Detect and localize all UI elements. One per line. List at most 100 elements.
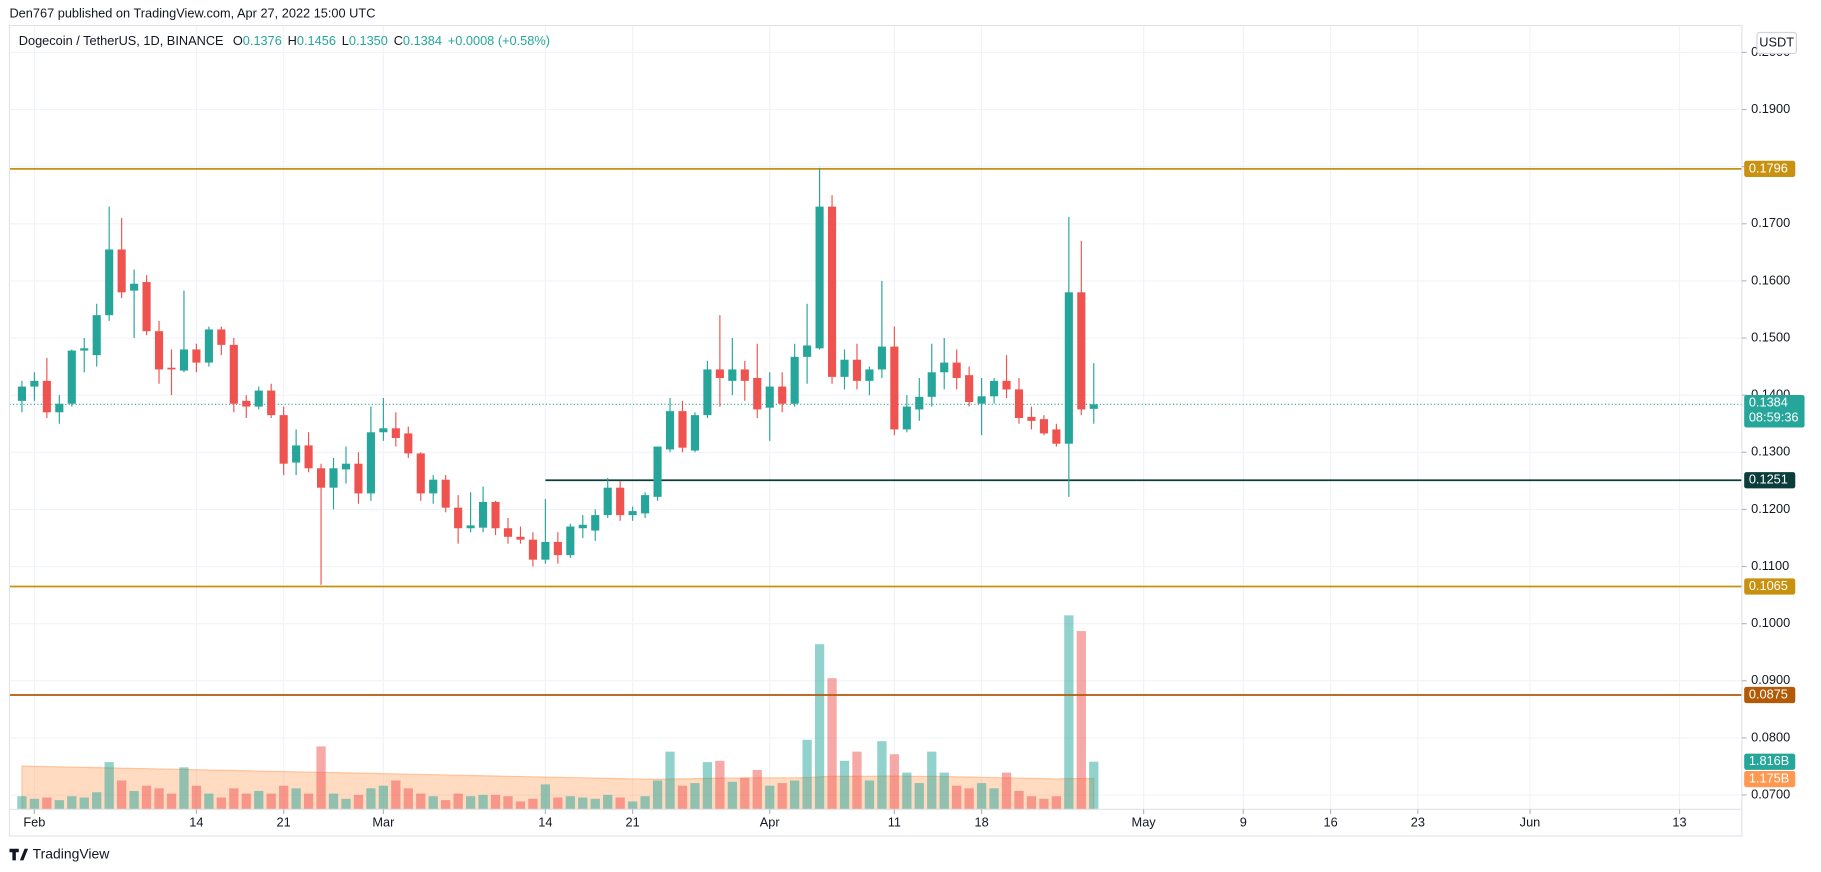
candle-body	[803, 345, 812, 357]
volume-bar	[515, 801, 526, 810]
volume-bar	[927, 751, 937, 810]
ohlc-letter: L	[342, 33, 349, 48]
y-tick-label: 0.0800	[1751, 729, 1790, 744]
candle-body	[279, 415, 288, 464]
volume-bar	[1026, 796, 1037, 810]
volume-bar	[254, 790, 264, 810]
candle-body	[80, 348, 89, 351]
volume-bar	[528, 798, 538, 810]
x-tick-label: 21	[277, 815, 291, 830]
candle-body	[267, 390, 276, 416]
plot-border	[8, 24, 1743, 837]
level-label: 0.1065	[1749, 578, 1788, 593]
candle-body	[304, 445, 313, 469]
volume-bar	[715, 760, 725, 810]
candle-body	[628, 511, 637, 516]
volume-bar	[453, 793, 463, 810]
candle-body	[167, 367, 176, 370]
logo-icon	[9, 848, 29, 861]
candle-body	[616, 487, 625, 516]
ohlc-letter: O	[233, 33, 243, 48]
volume-bar	[553, 797, 563, 810]
level-label-box	[1744, 472, 1796, 489]
volume-bar	[191, 785, 202, 810]
volume-bar	[578, 797, 588, 810]
volume-bar	[1014, 790, 1024, 810]
candle-body	[17, 386, 26, 401]
candle-body	[528, 539, 537, 560]
candle-body	[142, 282, 151, 332]
candle-body	[990, 380, 999, 397]
x-tick-label: 23	[1411, 815, 1425, 830]
candle-body	[329, 468, 338, 488]
y-tick-label: 0.1300	[1751, 444, 1790, 459]
candle-body	[641, 495, 650, 514]
volume-bar	[403, 788, 413, 810]
volume-bar	[116, 780, 127, 810]
volume-bar	[441, 800, 451, 810]
candle-body	[653, 446, 662, 497]
volume-bar	[627, 801, 638, 810]
candle-body	[1027, 416, 1036, 421]
volume-bar	[141, 785, 152, 810]
candle-body	[541, 541, 550, 560]
volume-bar	[777, 783, 787, 810]
x-tick-label: Jun	[1520, 815, 1541, 830]
candle-body	[678, 411, 687, 448]
volume-bar	[665, 751, 675, 810]
volume-bar	[416, 793, 426, 810]
volume-bar	[902, 772, 912, 810]
ohlc-letter: C	[394, 33, 403, 48]
volume-bar	[839, 760, 850, 810]
candle-body	[217, 329, 226, 345]
volume-bar	[852, 751, 862, 810]
volume-label-box	[1744, 753, 1796, 770]
volume-bar	[690, 783, 700, 810]
candle-body	[254, 390, 263, 407]
volume-bar	[765, 785, 775, 810]
candle-body	[790, 356, 799, 404]
candle-body	[690, 415, 700, 451]
volume-bar	[603, 794, 613, 810]
volume-bar	[790, 780, 800, 810]
volume-bar	[752, 769, 762, 810]
footer-brand: TradingView	[33, 845, 111, 861]
candle-body	[354, 463, 363, 494]
last-price-label: 0.1384	[1749, 394, 1788, 409]
volume-bar	[366, 788, 376, 810]
volume-bar	[677, 785, 688, 810]
volume-bar	[1051, 796, 1062, 810]
volume-bar	[478, 794, 488, 810]
candle-body	[292, 445, 301, 463]
x-tick-label: 14	[538, 815, 552, 830]
y-tick-label: 0.1700	[1751, 215, 1790, 230]
volume-bar	[802, 739, 812, 810]
candle-body	[503, 528, 513, 537]
volume-bar	[353, 794, 364, 810]
volume-bar	[17, 796, 27, 810]
candle-body	[1064, 292, 1073, 444]
volume-bar	[104, 762, 114, 810]
candle-body	[852, 359, 862, 381]
ohlc-value: 0.1456	[297, 33, 336, 48]
volume-bar	[814, 644, 825, 810]
symbol-legend: Dogecoin / TetherUS, 1D, BINANCE O0.1376 H…	[19, 33, 550, 48]
candle-body	[703, 369, 712, 416]
candle-body	[242, 400, 251, 407]
candle-body	[204, 329, 213, 363]
x-tick-label: May	[1132, 815, 1157, 830]
x-tick-label: Feb	[23, 815, 45, 830]
volume-bar	[465, 796, 476, 810]
symbol: Dogecoin / TetherUS, 1D, BINANCE	[19, 33, 224, 48]
volume-bar	[540, 784, 551, 810]
x-tick-label: 13	[1672, 815, 1686, 830]
x-tick-label: Mar	[372, 815, 395, 830]
ohlc-letter: H	[288, 33, 297, 48]
volume-label: 1.816B	[1749, 753, 1789, 768]
volume-bar	[391, 780, 401, 810]
volume-bar	[1076, 631, 1086, 810]
candle-body	[391, 428, 400, 438]
candle-body	[753, 378, 762, 410]
candle-body	[566, 526, 575, 556]
candle-body	[1014, 389, 1024, 418]
